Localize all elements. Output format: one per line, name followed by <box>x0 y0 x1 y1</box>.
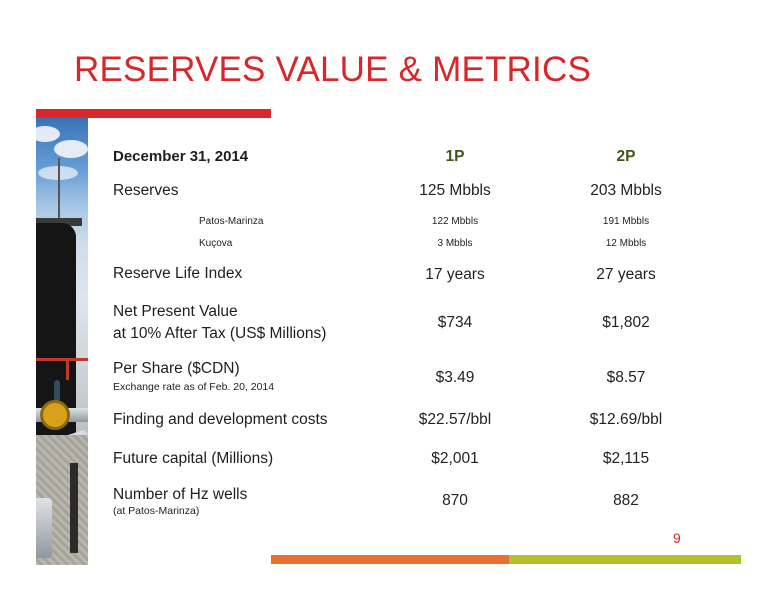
row-label-npv-line1: Net Present Value <box>113 303 238 320</box>
hz-wells-note: (at Patos-Marinza) <box>113 505 200 517</box>
footer-bar-orange <box>271 555 509 564</box>
patos-1p: 122 Mbbls <box>431 216 479 227</box>
row-label-fd-costs: Finding and development costs <box>113 411 328 428</box>
reserves-1p: 125 Mbbls <box>419 182 491 199</box>
row-label-future-capital: Future capital (Millions) <box>113 450 274 467</box>
npv-1p: $734 <box>437 314 473 331</box>
future-capital-1p: $2,001 <box>431 450 479 467</box>
antenna-pole <box>58 158 60 220</box>
rli-2p: 27 years <box>596 266 656 283</box>
hz-wells-2p: 882 <box>613 492 639 509</box>
tank-rim <box>36 218 82 226</box>
slide-title: RESERVES VALUE & METRICS <box>74 50 591 89</box>
title-underline-bar <box>36 109 271 118</box>
kucova-2p: 12 Mbbls <box>605 238 647 249</box>
cloud-shape <box>36 126 60 142</box>
npv-2p: $1,802 <box>602 314 650 331</box>
kucova-1p: 3 Mbbls <box>437 238 473 249</box>
row-label-per-share: Per Share ($CDN) <box>113 360 240 377</box>
col-header-2p: 2P <box>616 148 636 165</box>
date-header: December 31, 2014 <box>113 148 249 165</box>
per-share-note: Exchange rate as of Feb. 20, 2014 <box>113 381 275 393</box>
row-label-hz-wells: Number of Hz wells <box>113 486 248 503</box>
worker-figure <box>54 380 60 402</box>
row-label-npv-line2: at 10% After Tax (US$ Millions) <box>113 325 327 342</box>
reserves-2p: 203 Mbbls <box>590 182 662 199</box>
row-label-kucova: Kuçova <box>199 238 233 249</box>
per-share-2p: $8.57 <box>606 369 646 386</box>
cloud-shape <box>54 140 88 158</box>
row-label-patos: Patos-Marinza <box>199 216 264 227</box>
fd-costs-2p: $12.69/bbl <box>589 411 663 428</box>
red-railing <box>66 358 69 380</box>
col-header-1p: 1P <box>445 148 465 165</box>
red-railing <box>36 358 88 361</box>
footer-bar-green <box>509 555 741 564</box>
hz-wells-1p: 870 <box>442 492 468 509</box>
per-share-1p: $3.49 <box>435 369 475 386</box>
oilfield-photo <box>36 118 88 565</box>
row-label-reserves: Reserves <box>113 182 179 199</box>
future-capital-2p: $2,115 <box>602 450 650 467</box>
patos-2p: 191 Mbbls <box>602 216 650 227</box>
support-post <box>70 463 78 553</box>
row-label-rli: Reserve Life Index <box>113 265 243 282</box>
pipe <box>36 498 52 558</box>
yellow-valve <box>40 400 70 430</box>
page-number: 9 <box>673 530 681 546</box>
rli-1p: 17 years <box>425 266 485 283</box>
fd-costs-1p: $22.57/bbl <box>418 411 492 428</box>
